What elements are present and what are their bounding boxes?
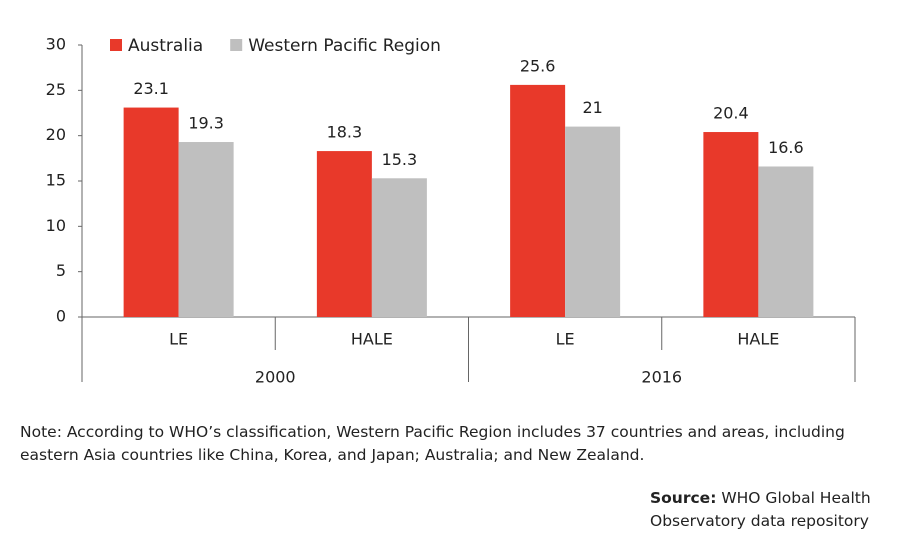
x-tick-label: HALE: [351, 330, 393, 349]
legend-swatch: [110, 39, 122, 51]
y-tick-label: 20: [46, 125, 66, 144]
note: Note: According to WHO’s classification,…: [20, 423, 845, 464]
y-tick-label: 0: [56, 307, 66, 326]
y-tick-label: 5: [56, 261, 66, 280]
value-label: 21: [582, 98, 602, 117]
value-label: 18.3: [327, 123, 363, 142]
y-tick-label: 15: [46, 171, 66, 190]
bar: [565, 126, 621, 317]
legend-swatch: [230, 39, 243, 51]
y-tick-label: 25: [46, 80, 66, 99]
bar: [758, 166, 814, 317]
value-label: 19.3: [188, 114, 224, 133]
bar: [316, 151, 372, 317]
value-label: 23.1: [133, 79, 169, 98]
value-label: 16.6: [768, 138, 804, 157]
y-tick-label: 30: [46, 35, 66, 54]
x-tick-label: LE: [169, 330, 188, 349]
group-label: 2016: [641, 368, 682, 387]
bar: [703, 132, 759, 317]
chart: 0 5 10 15 20 25 30 2000 2016 LE 23.1 19.3 HALE 18.3 15…: [46, 35, 856, 387]
y-tick-label: 10: [46, 216, 66, 235]
value-label: 25.6: [520, 56, 556, 75]
group-label: 2000: [255, 368, 296, 387]
source-text: WHO Global Health Observatory data repos…: [650, 489, 871, 530]
bar: [510, 84, 566, 317]
bar: [371, 178, 427, 317]
source: Source: WHO Global Health Observatory da…: [650, 487, 886, 533]
bar: [123, 107, 179, 317]
value-label: 15.3: [382, 150, 418, 169]
bar: [178, 142, 234, 317]
legend-label: Australia: [128, 36, 203, 56]
x-tick-label: HALE: [737, 330, 779, 349]
source-label: Source:: [650, 489, 717, 507]
legend-label: Western Pacific Region: [248, 36, 441, 56]
x-tick-label: LE: [556, 330, 575, 349]
value-label: 20.4: [713, 104, 749, 123]
